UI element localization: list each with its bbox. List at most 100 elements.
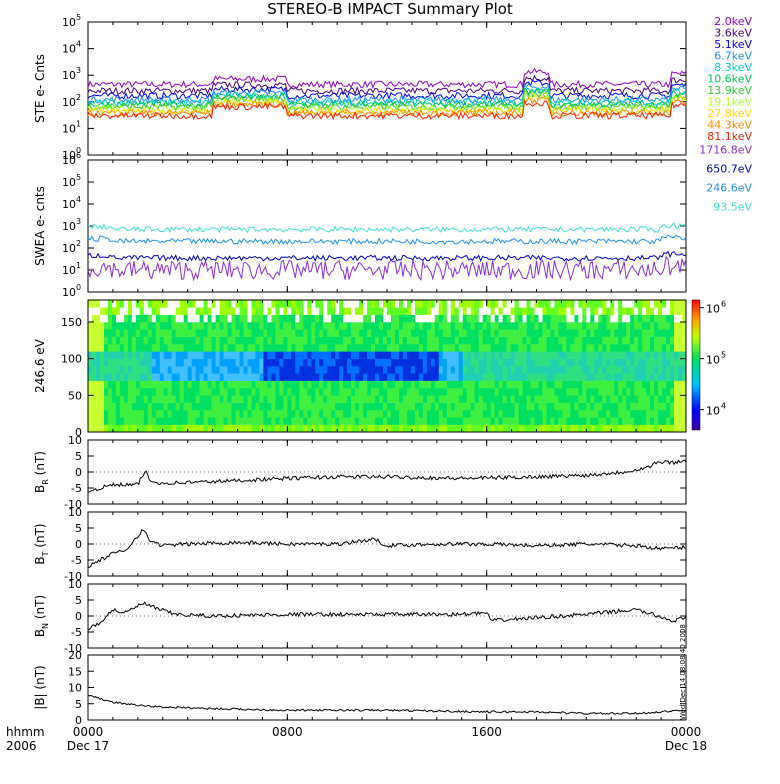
pad-heatmap-cell (339, 424, 344, 433)
pad-heatmap-cell (163, 307, 168, 315)
pad-heatmap-cell (462, 314, 467, 323)
pad-heatmap-cell (223, 322, 228, 330)
pad-heatmap-cell (498, 329, 503, 337)
pad-heatmap-cell (347, 322, 352, 330)
pad-heatmap-cell (446, 388, 452, 396)
pad-heatmap-cell (219, 344, 224, 352)
pad-heatmap-cell (550, 351, 555, 359)
pad-heatmap-cell (179, 336, 184, 345)
pad-heatmap-cell (674, 373, 679, 381)
pad-heatmap-cell (135, 314, 141, 323)
pad-heatmap-cell (550, 329, 555, 337)
pad-heatmap-cell (442, 358, 448, 367)
pad-heatmap-cell (562, 395, 567, 403)
pad-heatmap-cell (335, 329, 340, 337)
pad-heatmap-cell (618, 380, 623, 389)
pad-heatmap-cell (115, 395, 121, 403)
pad-heatmap-cell (638, 410, 643, 418)
pad-heatmap-cell (586, 417, 591, 425)
pad-heatmap-cell (606, 307, 611, 315)
pad-heatmap-cell (123, 307, 129, 315)
pad-heatmap-cell (251, 307, 256, 315)
pad-heatmap-cell (550, 366, 555, 374)
pad-heatmap-cell (546, 329, 551, 337)
pad-heatmap-cell (498, 366, 503, 374)
pad-heatmap-cell (163, 344, 168, 352)
pad-heatmap-cell (410, 307, 416, 315)
pad-heatmap-cell (127, 300, 133, 308)
pad-heatmap-cell (387, 351, 392, 359)
pad-heatmap-cell (239, 410, 244, 418)
pad-heatmap-cell (211, 417, 216, 425)
pad-heatmap-cell (371, 380, 376, 389)
pad-heatmap-cell (490, 366, 495, 374)
pad-heatmap-cell (662, 402, 667, 411)
pad-heatmap-cell (143, 424, 149, 433)
pad-heatmap-cell (267, 329, 272, 337)
pad-heatmap-cell (658, 402, 663, 411)
pad-heatmap-cell (211, 395, 216, 403)
pad-heatmap-cell (418, 336, 424, 345)
pad-heatmap-cell (235, 358, 240, 367)
pad-heatmap-cell (586, 322, 591, 330)
pad-heatmap-cell (319, 307, 324, 315)
pad-heatmap-cell (131, 366, 137, 374)
pad-heatmap-cell (418, 402, 424, 411)
pad-heatmap-cell (646, 322, 651, 330)
pad-heatmap-cell (554, 344, 559, 352)
pad-heatmap-cell (207, 410, 212, 418)
pad-heatmap-cell (522, 417, 527, 425)
pad-heatmap-cell (287, 344, 292, 352)
pad-heatmap-cell (327, 344, 332, 352)
pad-heatmap-cell (666, 424, 671, 433)
pad-heatmap-cell (375, 314, 380, 323)
pad-heatmap-cell (88, 329, 93, 337)
pad-heatmap-cell (542, 380, 547, 389)
pad-heatmap-cell (682, 314, 687, 323)
pad-heatmap-cell (586, 395, 591, 403)
pad-heatmap-cell (107, 388, 113, 396)
pad-heatmap-cell (275, 366, 280, 374)
pad-heatmap-cell (223, 380, 228, 389)
pad-heatmap-cell (231, 351, 236, 359)
pad-heatmap-cell (498, 351, 503, 359)
pad-heatmap-cell (422, 366, 428, 374)
pad-heatmap-cell (96, 388, 101, 396)
pad-heatmap-cell (618, 351, 623, 359)
pad-heatmap-cell (231, 322, 236, 330)
pad-heatmap-cell (115, 417, 121, 425)
pad-heatmap-cell (219, 424, 224, 433)
pad-heatmap-cell (131, 410, 137, 418)
pad-heatmap-cell (327, 424, 332, 433)
pad-heatmap-cell (255, 344, 260, 352)
pad-heatmap-cell (526, 300, 531, 308)
pad-heatmap-cell (502, 424, 507, 433)
pad-heatmap-cell (462, 410, 467, 418)
pad-heatmap-cell (295, 402, 300, 411)
pad-heatmap-cell (395, 373, 400, 381)
pad-heatmap-cell (171, 417, 176, 425)
pad-heatmap-cell (646, 380, 651, 389)
pad-heatmap-cell (343, 344, 348, 352)
pad-heatmap-cell (283, 300, 288, 308)
pad-heatmap-cell (127, 314, 133, 323)
pad-heatmap-cell (147, 380, 153, 389)
pad-heatmap-cell (650, 344, 655, 352)
pad-heatmap-cell (179, 300, 184, 308)
pad-heatmap-cell (103, 358, 109, 367)
pad-heatmap-cell (578, 380, 583, 389)
pad-heatmap-cell (343, 380, 348, 389)
pad-heatmap-cell (630, 300, 635, 308)
pad-heatmap-cell (578, 314, 583, 323)
pad-heatmap-cell (251, 380, 256, 389)
pad-heatmap-cell (195, 351, 200, 359)
pad-heatmap-cell (454, 373, 460, 381)
pad-heatmap-cell (478, 307, 483, 315)
pad-heatmap-cell (379, 307, 384, 315)
pad-heatmap-cell (526, 402, 531, 411)
pad-heatmap-cell (283, 366, 288, 374)
pad-heatmap-cell (119, 424, 125, 433)
pad-heatmap-cell (666, 329, 671, 337)
pad-heatmap-cell (379, 344, 384, 352)
pad-heatmap-cell (375, 417, 380, 425)
